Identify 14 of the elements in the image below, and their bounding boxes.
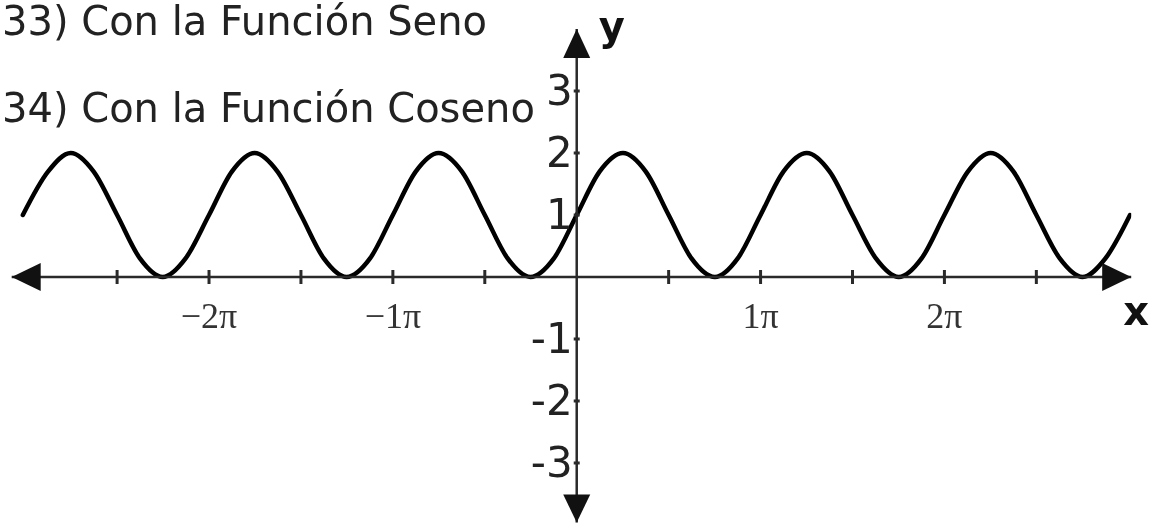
y-tick-label: 2 [545,128,573,178]
x-tick-label: 2π [926,295,963,336]
y-tick-label: 3 [545,66,573,116]
annotation: 34) Con la Función Coseno [2,85,535,131]
y-tick-label: -1 [530,314,573,364]
y-tick-label: -2 [530,376,573,426]
x-tick-label: −2π [180,295,238,336]
y-tick-label: -3 [530,438,573,488]
x-tick-label: −1π [364,295,422,336]
y-tick-label: 1 [545,190,573,240]
x-tick-label: 1π [742,295,779,336]
y-axis-title: y [598,3,625,49]
x-axis-title: x [1123,287,1150,334]
annotation: 33) Con la Función Seno [2,0,488,45]
